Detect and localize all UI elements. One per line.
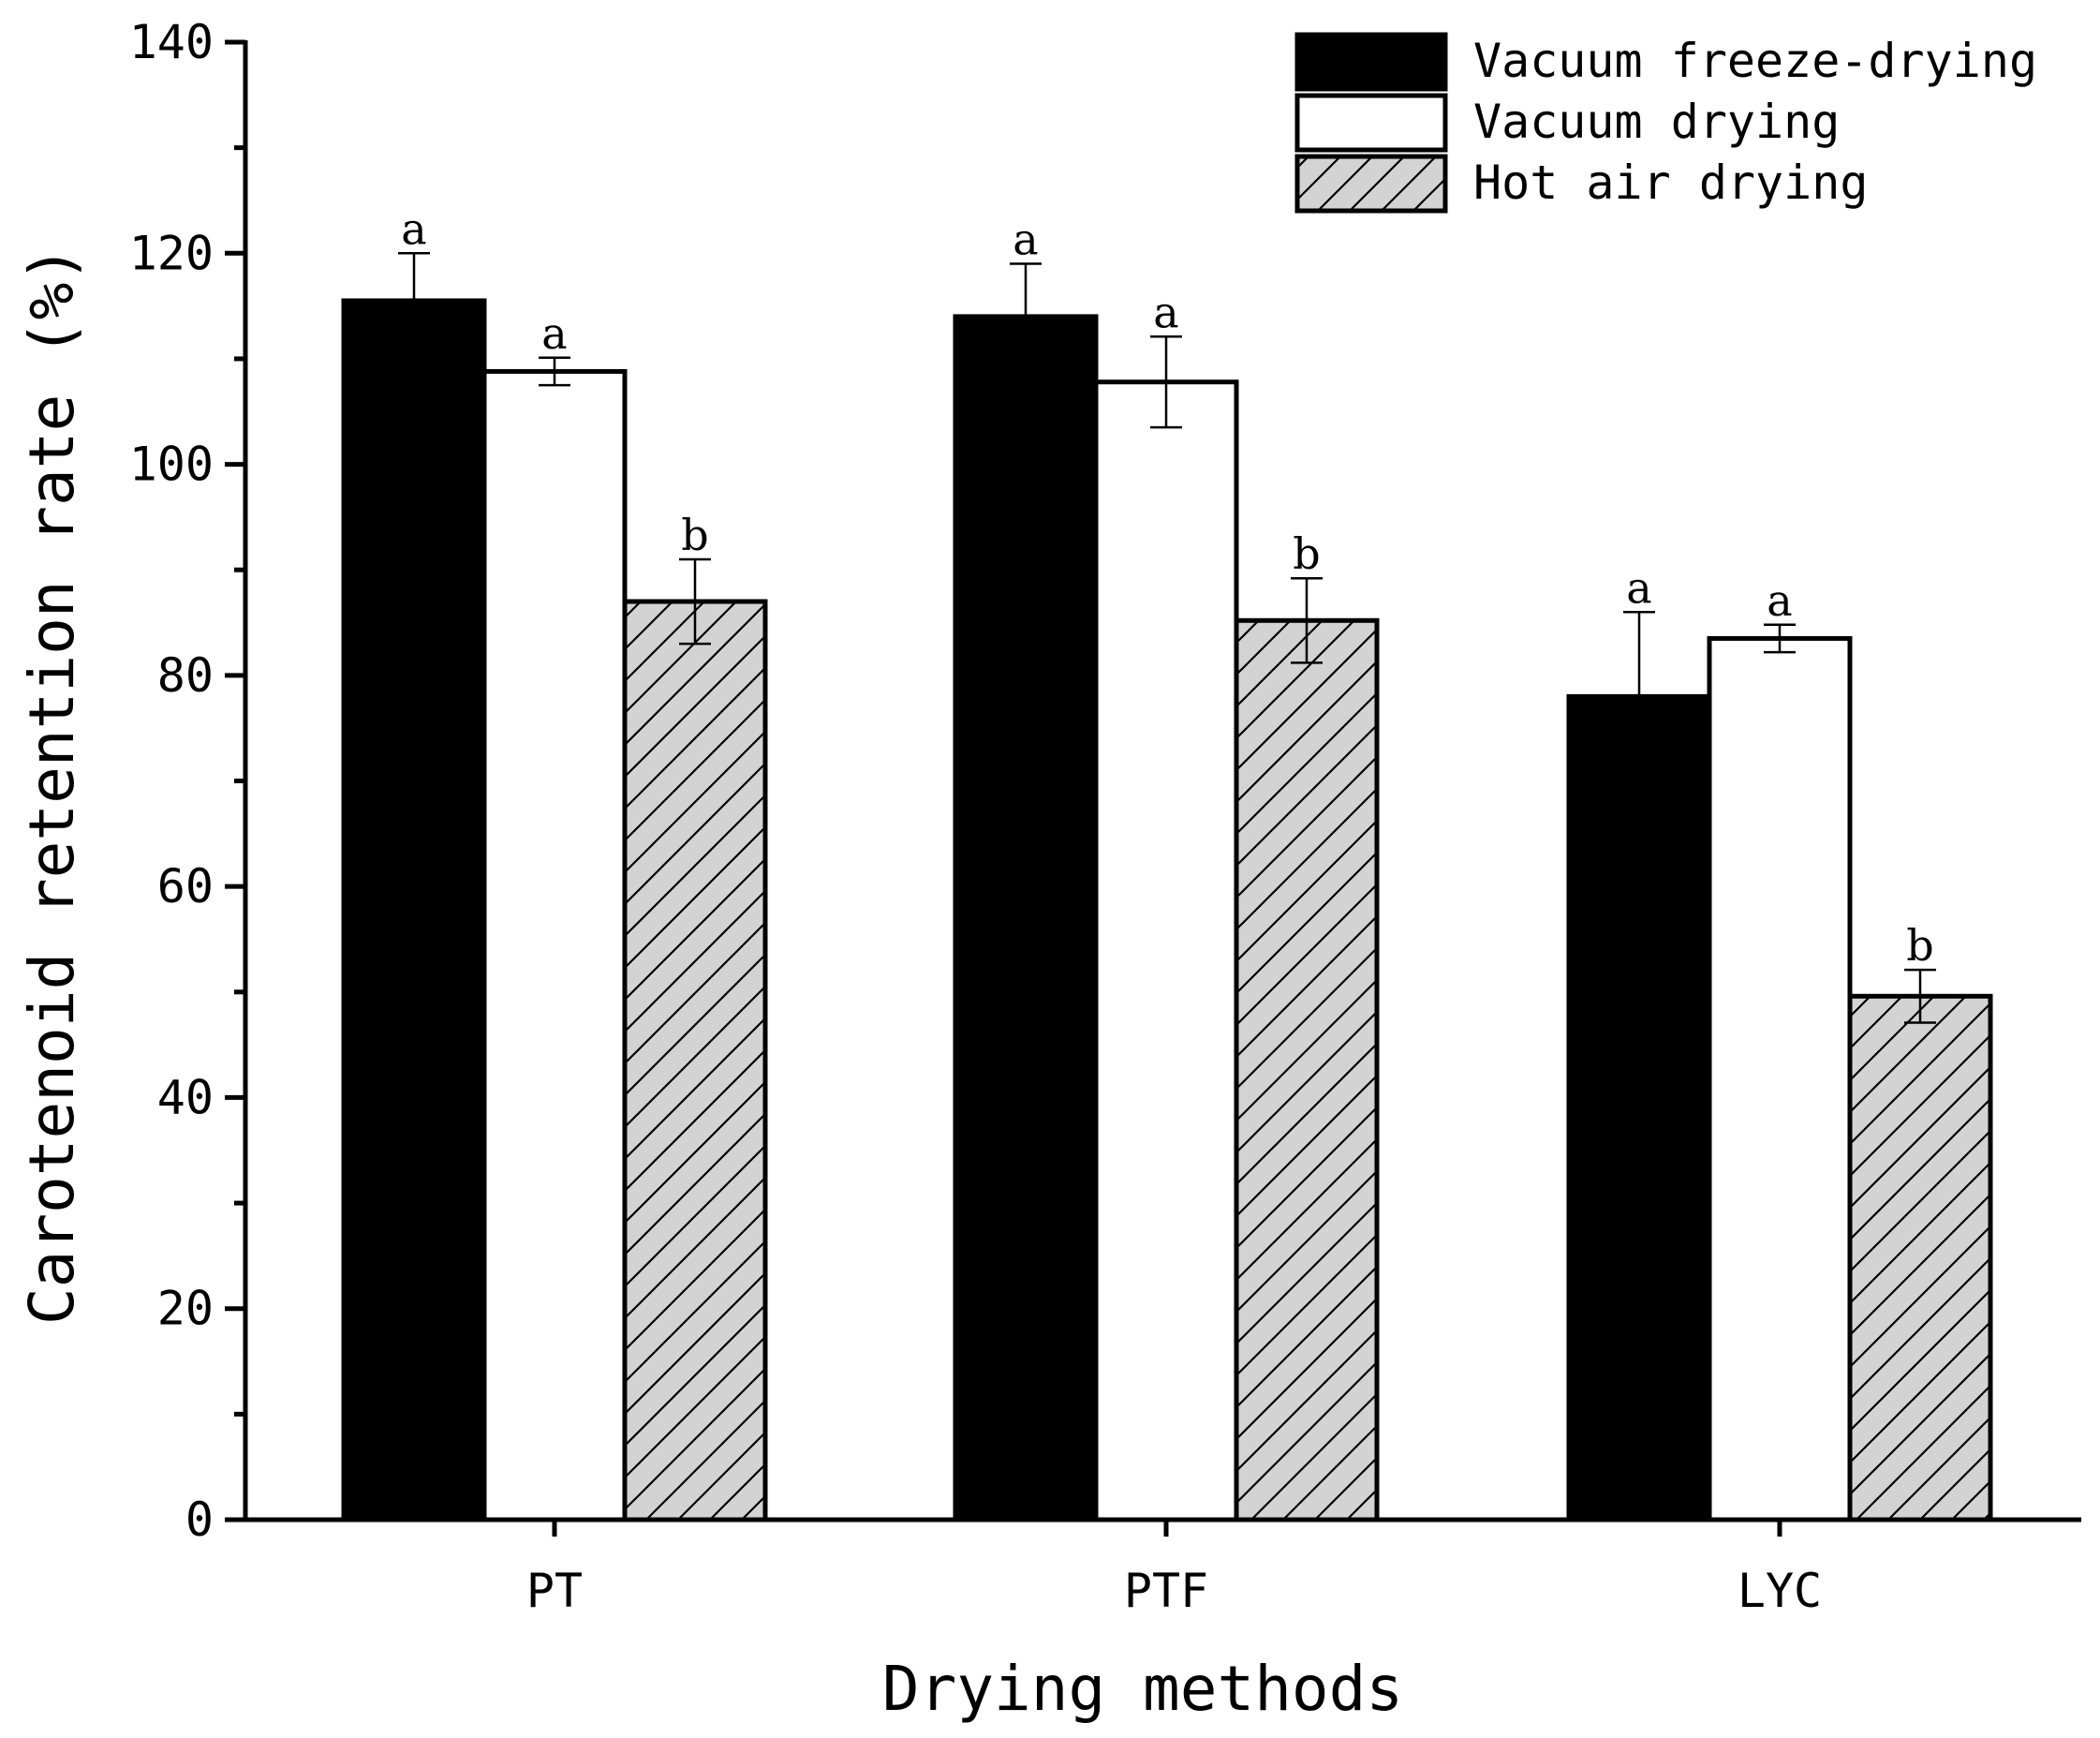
- significance-label-vacuum-freeze-drying-ptf: a: [1013, 215, 1038, 265]
- significance-label-hot-air-drying-pt: b: [681, 510, 708, 560]
- bar-group-lyc: a a b: [1566, 562, 1993, 1523]
- bar-hot-air-drying-ptf: [1234, 617, 1380, 1523]
- y-tick-label: 20: [157, 1282, 214, 1336]
- legend-swatch-vacuum-drying: [1294, 93, 1448, 153]
- legend-label-vacuum-freeze-drying: Vacuum freeze-drying: [1473, 34, 2037, 88]
- y-tick-label: 80: [157, 648, 214, 703]
- significance-label-hot-air-drying-ptf: b: [1293, 528, 1320, 579]
- x-tick-label-ptf: PTF: [1124, 1564, 1208, 1618]
- bar-vacuum-drying-lyc: [1707, 635, 1853, 1523]
- error-bar-hot-air-drying-ptf: [1291, 576, 1323, 664]
- y-tick-label: 40: [157, 1070, 214, 1124]
- error-bar-vacuum-freeze-drying-pt: [398, 252, 430, 349]
- axes-layer: 0 20 40 60 80 100 120 140 PT PTF LYC Drying methods…: [16, 15, 2081, 1725]
- legend-swatch-hot-air-drying: [1294, 154, 1448, 214]
- significance-label-vacuum-drying-lyc: a: [1767, 575, 1792, 626]
- bar-vacuum-freeze-drying-lyc: [1566, 693, 1712, 1523]
- y-tick-label: 60: [157, 859, 214, 914]
- legend-item-vacuum-drying: Vacuum drying: [1294, 93, 1840, 153]
- significance-label-vacuum-freeze-drying-pt: a: [401, 203, 426, 254]
- y-tick-label: 0: [185, 1493, 214, 1547]
- legend-item-hot-air-drying: Hot air drying: [1294, 154, 1868, 214]
- legend-label-vacuum-drying: Vacuum drying: [1473, 95, 1840, 149]
- x-axis-title: Drying methods: [882, 1653, 1403, 1725]
- y-tick-label: 120: [129, 226, 214, 280]
- bars-layer: a a b a a b a a b: [341, 203, 1993, 1523]
- bar-group-ptf: a a b: [953, 215, 1380, 1523]
- significance-label-vacuum-drying-ptf: a: [1153, 287, 1178, 337]
- error-bar-vacuum-freeze-drying-lyc: [1623, 611, 1655, 782]
- legend-label-hot-air-drying: Hot air drying: [1473, 156, 1868, 210]
- bar-hot-air-drying-lyc: [1847, 993, 1993, 1523]
- error-bar-hot-air-drying-lyc: [1904, 968, 1936, 1024]
- bar-hot-air-drying-pt: [622, 599, 768, 1523]
- bar-vacuum-freeze-drying-pt: [341, 298, 487, 1523]
- bar-group-pt: a a b: [341, 203, 768, 1523]
- y-axis-title: Carotenoid retention rate (%): [16, 245, 88, 1325]
- error-bar-hot-air-drying-pt: [679, 557, 711, 646]
- legend-item-vacuum-freeze-drying: Vacuum freeze-drying: [1294, 32, 2037, 92]
- bar-vacuum-drying-ptf: [1093, 379, 1239, 1523]
- y-tick-label: 140: [129, 15, 214, 69]
- x-tick-label-pt: PT: [526, 1564, 583, 1618]
- significance-label-vacuum-drying-pt: a: [541, 308, 567, 359]
- error-bar-vacuum-drying-ptf: [1150, 335, 1182, 429]
- bar-vacuum-drying-pt: [481, 368, 628, 1523]
- error-bar-vacuum-drying-pt: [539, 356, 570, 387]
- legend: Vacuum freeze-drying Vacuum drying Hot air…: [1294, 32, 2037, 214]
- legend-swatch-vacuum-freeze-drying: [1294, 32, 1448, 92]
- significance-label-vacuum-freeze-drying-lyc: a: [1626, 562, 1651, 613]
- x-tick-label-lyc: LYC: [1738, 1564, 1822, 1618]
- significance-label-hot-air-drying-lyc: b: [1906, 920, 1933, 971]
- bar-vacuum-freeze-drying-ptf: [953, 314, 1099, 1523]
- error-bar-vacuum-freeze-drying-ptf: [1010, 262, 1042, 371]
- y-tick-label: 100: [129, 438, 214, 492]
- error-bar-vacuum-drying-lyc: [1764, 623, 1796, 654]
